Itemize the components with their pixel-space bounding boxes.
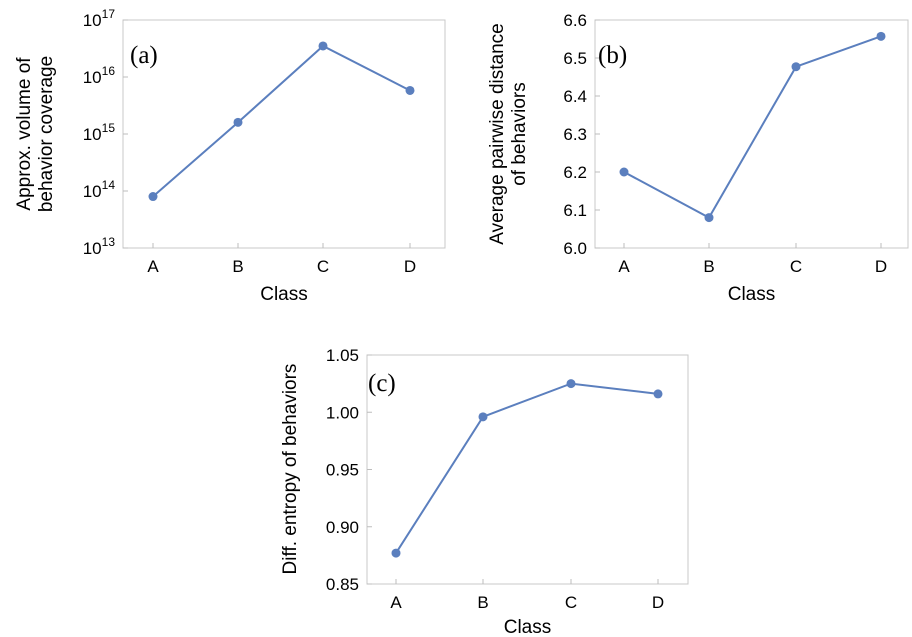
y-tick-label: 0.90 xyxy=(326,518,359,537)
plot-frame xyxy=(366,354,689,585)
data-point xyxy=(318,41,328,51)
chart-panel-3: 0.85 0.90 0.95 1.00 1.05 A B C D Class Diff. entro… xyxy=(280,346,689,637)
x-tick-label: A xyxy=(390,593,402,612)
series-line xyxy=(395,382,659,554)
y-axis-label: Diff. entropy of behaviors xyxy=(280,364,301,575)
y-tick-label: 6.4 xyxy=(563,87,587,106)
y-tick-label: 6.2 xyxy=(563,163,587,182)
data-point xyxy=(704,213,714,223)
y-tick-label: 1.00 xyxy=(326,403,359,422)
series-line xyxy=(623,35,882,219)
data-point xyxy=(876,31,886,41)
data-point xyxy=(148,192,158,202)
y-tick-label: 6.6 xyxy=(563,11,587,30)
y-tick-label: 6.1 xyxy=(563,201,587,220)
chart-panel-1: 1013 1014 1015 1016 1017 A B C D Class Approx. vol… xyxy=(14,7,446,305)
chart-panel-2: 6.0 6.1 6.2 6.3 6.4 6.5 6.6 A B C D Class Average pa… xyxy=(487,11,909,305)
x-tick-label: D xyxy=(875,257,887,276)
x-tick-label: C xyxy=(317,257,329,276)
data-point xyxy=(405,85,415,95)
y-axis-label: Approx. volume of xyxy=(14,57,35,211)
data-point xyxy=(391,548,401,558)
plot-frame xyxy=(594,19,909,249)
x-tick-label: B xyxy=(703,257,714,276)
y-tick-label: 1016 xyxy=(83,64,116,87)
data-point xyxy=(233,117,243,127)
data-point xyxy=(619,167,629,177)
y-tick-label: 6.5 xyxy=(563,49,587,68)
x-tick-label: D xyxy=(652,593,664,612)
plot-frame xyxy=(122,19,446,249)
x-tick-label: A xyxy=(618,257,630,276)
y-axis-label: of behaviors xyxy=(509,82,530,186)
y-tick-label: 1015 xyxy=(83,121,116,144)
series-line xyxy=(152,44,411,198)
x-tick-label: B xyxy=(477,593,488,612)
x-tick-label: D xyxy=(404,257,416,276)
panel-label: (c) xyxy=(368,370,396,397)
x-tick-label: B xyxy=(232,257,243,276)
y-axis-label: behavior coverage xyxy=(36,56,57,212)
x-axis-label: Class xyxy=(504,617,552,637)
x-axis-label: Class xyxy=(728,284,776,305)
y-tick-label: 1014 xyxy=(83,178,116,201)
y-tick-label: 0.95 xyxy=(326,461,359,480)
x-tick-label: C xyxy=(790,257,802,276)
y-tick-label: 1.05 xyxy=(326,346,359,365)
y-tick-label: 0.85 xyxy=(326,575,359,594)
x-tick-label: A xyxy=(147,257,159,276)
x-axis-label: Class xyxy=(260,284,308,305)
x-tick-label: C xyxy=(565,593,577,612)
data-point xyxy=(478,412,488,422)
data-point xyxy=(653,389,663,399)
y-tick-label: 6.0 xyxy=(563,239,587,258)
panel-label: (a) xyxy=(130,42,158,69)
panel-label: (b) xyxy=(598,42,627,69)
data-point xyxy=(791,62,801,72)
data-point xyxy=(566,379,576,389)
y-axis-label: Average pairwise distance xyxy=(487,23,508,244)
y-tick-label: 1017 xyxy=(83,7,116,30)
y-tick-label: 1013 xyxy=(83,235,116,258)
y-tick-label: 6.3 xyxy=(563,125,587,144)
